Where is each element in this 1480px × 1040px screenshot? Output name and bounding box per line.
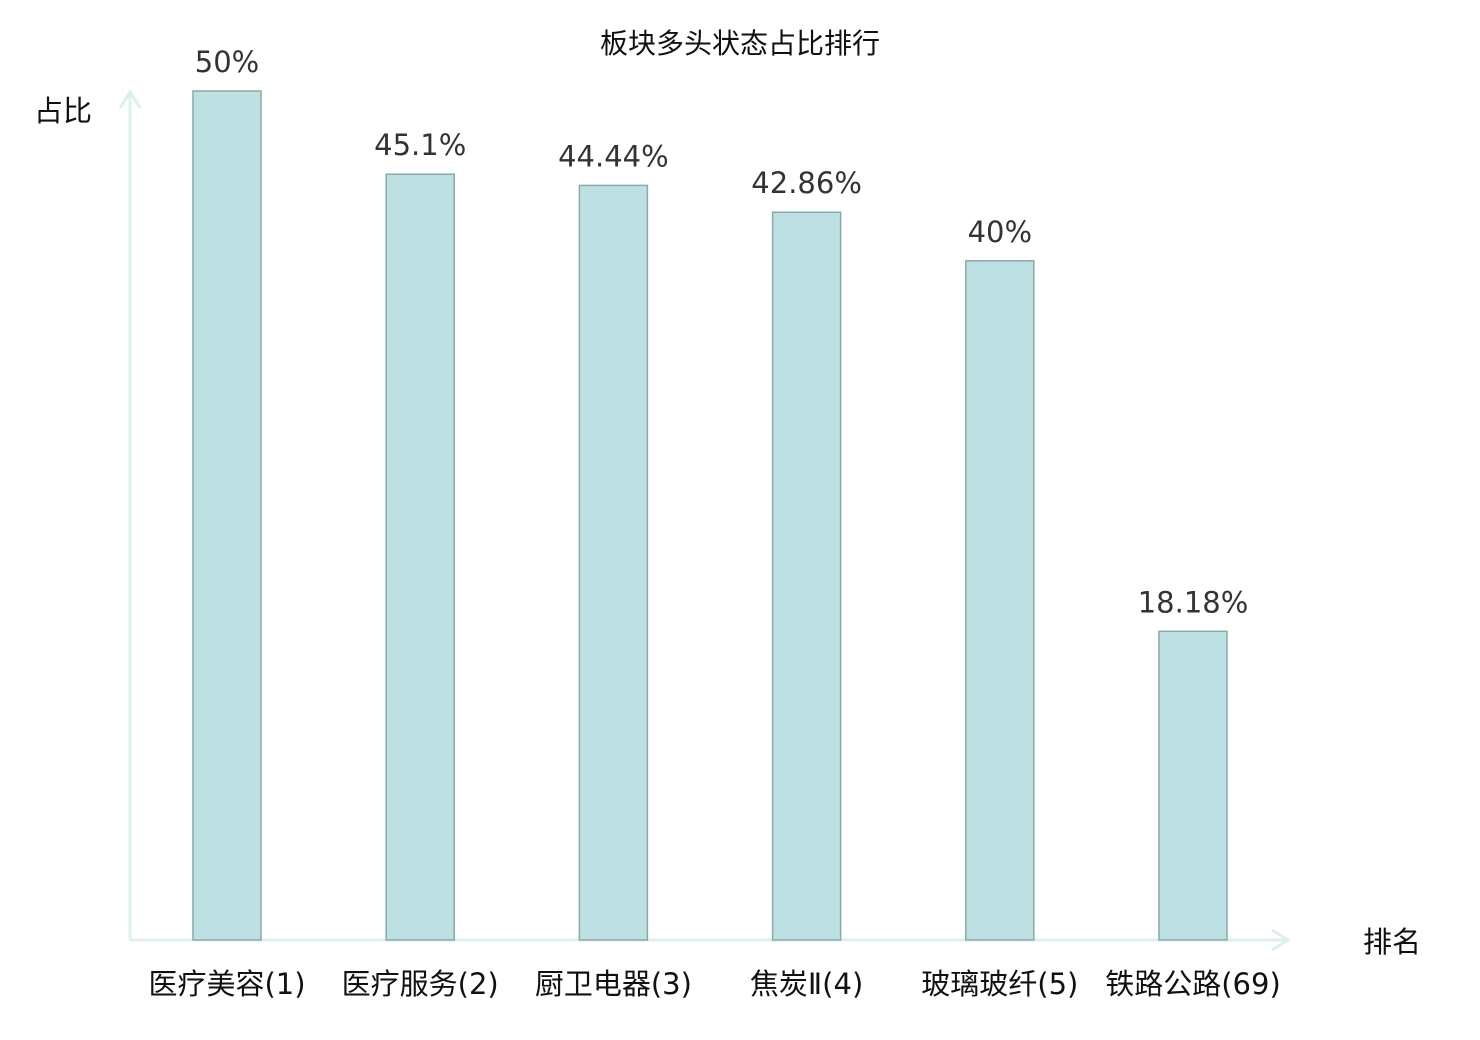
value-label: 18.18% xyxy=(1138,585,1249,619)
bar xyxy=(578,184,649,941)
value-label: 42.86% xyxy=(751,166,862,200)
category-label: 铁路公路(69) xyxy=(1105,967,1281,1001)
bar xyxy=(771,211,842,941)
x-axis-label: 排名 xyxy=(1363,925,1421,959)
bar xyxy=(965,260,1035,941)
category-label: 医疗美容(1) xyxy=(148,967,305,1001)
bars: 50% 医疗美容(1) 45.1% 医疗服务(2) 44.44% 厨卫电器(3) 42.86… xyxy=(148,45,1280,1001)
y-axis-label: 占比 xyxy=(34,94,92,128)
chart-title: 板块多头状态占比排行 xyxy=(600,27,880,60)
category-label: 厨卫电器(3) xyxy=(535,967,692,1001)
value-label: 44.44% xyxy=(558,139,669,173)
value-label: 40% xyxy=(968,215,1032,249)
value-label: 50% xyxy=(195,45,259,79)
x-axis-arrow-icon xyxy=(1271,928,1291,952)
category-label: 焦炭Ⅱ(4) xyxy=(750,967,863,1001)
bar xyxy=(192,90,262,941)
category-label: 玻璃玻纤(5) xyxy=(921,967,1078,1001)
value-label: 45.1% xyxy=(374,128,466,162)
bar xyxy=(385,173,455,941)
y-axis-arrow-icon xyxy=(118,89,142,109)
bar xyxy=(1158,630,1228,941)
category-label: 医疗服务(2) xyxy=(342,967,499,1001)
axes xyxy=(118,89,1291,952)
